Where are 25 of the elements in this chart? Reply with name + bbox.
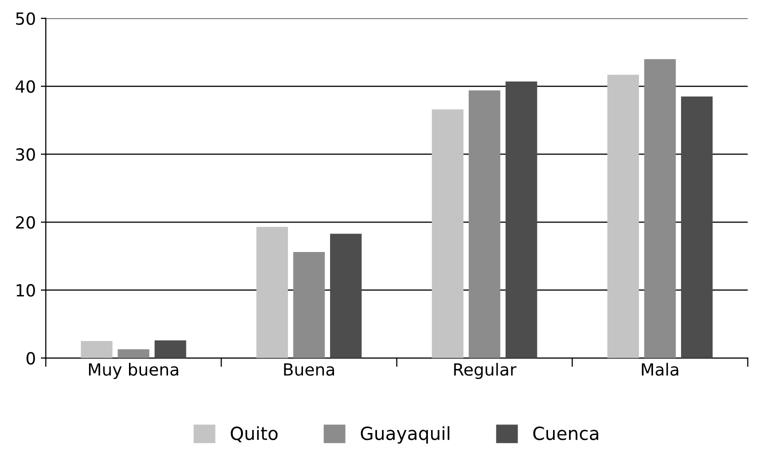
x-tick-label: Mala — [642, 362, 678, 376]
legend-label: Quito — [230, 426, 278, 442]
bar — [432, 109, 464, 358]
bar — [506, 82, 538, 358]
legend-label: Guayaquil — [360, 426, 450, 444]
x-tick-label: Buena — [284, 363, 334, 376]
bar — [330, 234, 362, 358]
x-tick-label: Muy buena — [89, 362, 178, 380]
bar — [256, 226, 288, 358]
y-tick-label: 10 — [16, 284, 35, 297]
bar — [468, 90, 500, 358]
y-tick-label: 30 — [16, 148, 35, 161]
bar — [681, 96, 713, 358]
y-tick-label: 40 — [16, 80, 35, 93]
bar — [293, 252, 325, 358]
bar — [607, 74, 639, 358]
bar — [118, 349, 150, 358]
y-tick-label: 20 — [16, 216, 35, 229]
bar — [80, 341, 112, 358]
y-tick-label: 0 — [26, 352, 35, 365]
legend-label: Cuenca — [533, 426, 598, 440]
bar — [154, 340, 186, 358]
x-tick-label: Regular — [454, 362, 516, 380]
y-tick-label: 50 — [16, 12, 35, 25]
bar — [644, 59, 676, 358]
